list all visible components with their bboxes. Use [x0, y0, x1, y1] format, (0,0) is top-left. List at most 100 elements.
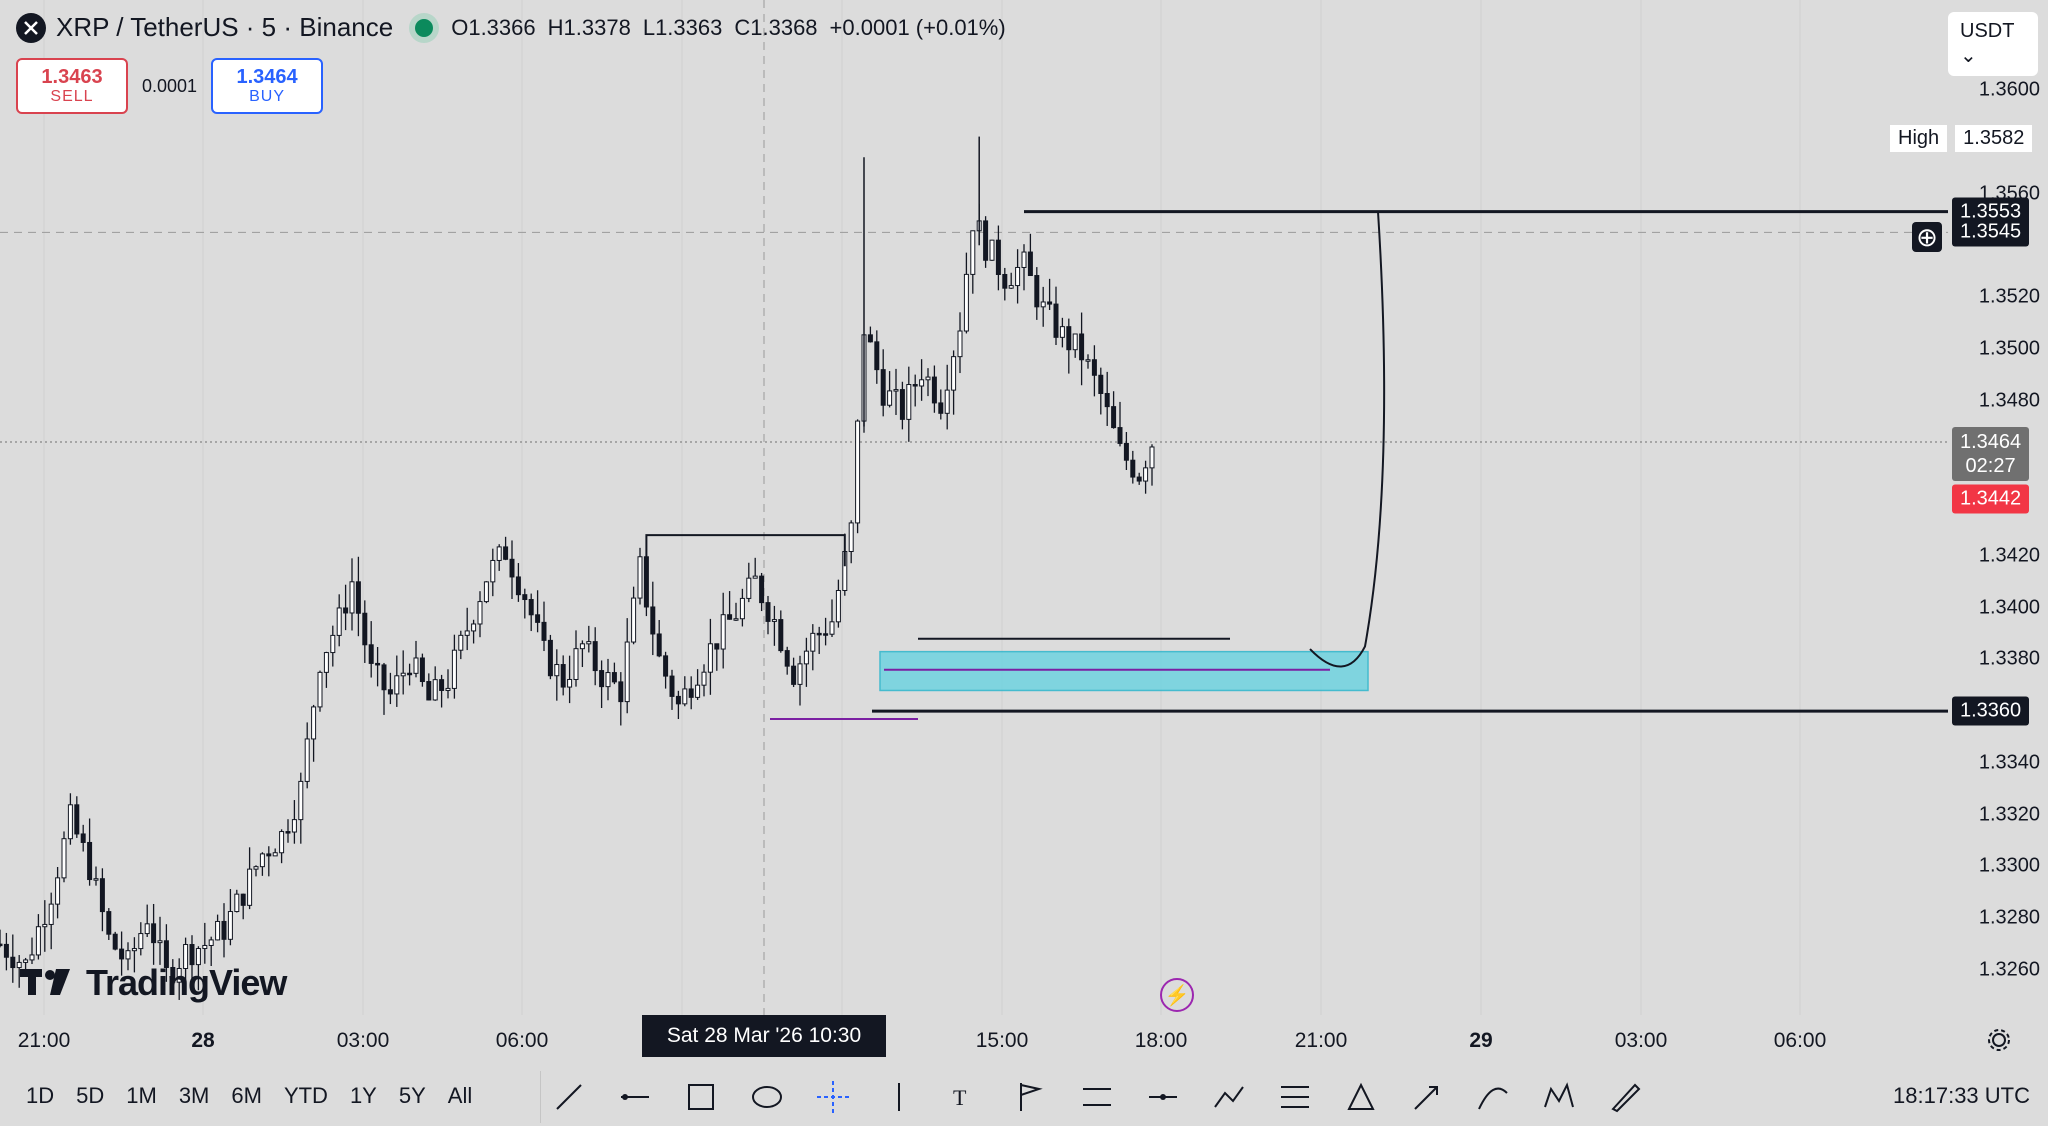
- fib-retracement-icon[interactable]: [1277, 1079, 1313, 1115]
- close-value: 1.3368: [750, 14, 818, 40]
- price-chart[interactable]: [0, 0, 1948, 1015]
- low-label: L: [642, 14, 656, 40]
- candle-body: [547, 639, 553, 677]
- currency-selector[interactable]: USDT ⌄: [1948, 12, 2038, 76]
- candle-body: [445, 687, 451, 691]
- candle-body: [714, 643, 720, 650]
- candle-body: [522, 594, 528, 601]
- sell-button[interactable]: 1.3463 SELL: [16, 58, 128, 114]
- candle-body: [720, 614, 726, 650]
- range-1m[interactable]: 1M: [126, 1083, 157, 1108]
- settings-gear-icon[interactable]: [1986, 1027, 2012, 1053]
- candle-body: [855, 420, 861, 524]
- price-tick: 1.3380: [1978, 647, 2040, 670]
- candle-body: [1143, 467, 1149, 482]
- text-icon[interactable]: T: [947, 1079, 983, 1115]
- range-1d[interactable]: 1D: [26, 1083, 55, 1108]
- symbol-title[interactable]: XRP / TetherUS · 5 · Binance: [56, 12, 394, 42]
- cross-line-icon[interactable]: [815, 1079, 851, 1115]
- candle-body: [304, 738, 310, 782]
- time-tick-06:00: 06:00: [495, 1029, 549, 1052]
- candle-body: [503, 546, 509, 560]
- triangle-icon[interactable]: [1343, 1079, 1379, 1115]
- candle-body: [311, 706, 317, 740]
- high-marker-value: 1.3582: [1955, 125, 2033, 152]
- market-status-icon[interactable]: [415, 18, 434, 37]
- candle-body: [279, 831, 285, 854]
- utc-clock[interactable]: 18:17:33 UTC: [1893, 1083, 2030, 1108]
- ellipse-icon[interactable]: [749, 1079, 785, 1115]
- range-5d[interactable]: 5D: [76, 1083, 105, 1108]
- candle-body: [810, 632, 816, 652]
- candle-body: [67, 804, 73, 840]
- candle-body: [93, 878, 99, 881]
- range-6m[interactable]: 6M: [231, 1083, 262, 1108]
- range-5y[interactable]: 5Y: [398, 1083, 426, 1108]
- price-range-icon[interactable]: [1145, 1079, 1181, 1115]
- candle-body: [733, 618, 739, 621]
- candle-body: [48, 903, 54, 925]
- candle-body: [1098, 374, 1104, 395]
- rectangle-icon[interactable]: [683, 1079, 719, 1115]
- candle-body: [215, 920, 221, 941]
- price-tick: 1.3480: [1978, 389, 2040, 412]
- arrow-icon[interactable]: [1409, 1079, 1445, 1115]
- price-tick: 1.3300: [1978, 854, 2040, 877]
- candle-body: [87, 841, 93, 881]
- add-alert-plus-icon[interactable]: ⊕: [1912, 222, 1942, 252]
- lightning-icon[interactable]: ⚡: [1160, 978, 1194, 1012]
- candle-body: [387, 689, 393, 695]
- brush-icon[interactable]: [1607, 1079, 1643, 1115]
- candle-body: [221, 920, 227, 940]
- candle-body: [592, 641, 598, 672]
- candle-body: [1136, 476, 1142, 482]
- chart-pane[interactable]: XRP / TetherUS · 5 · Binance O1.3366 H1.…: [0, 0, 1948, 1015]
- time-tick-15:00: 15:00: [975, 1029, 1029, 1052]
- candle-body: [938, 402, 944, 414]
- sell-price: 1.3463: [41, 66, 103, 89]
- candle-body: [823, 633, 829, 636]
- horizontal-ray-icon[interactable]: [617, 1079, 653, 1115]
- candle-body: [778, 619, 784, 652]
- candle-body: [784, 650, 790, 667]
- candle-body: [240, 893, 246, 906]
- candle-body: [176, 967, 182, 983]
- candle-body: [701, 671, 707, 686]
- range-1y[interactable]: 1Y: [349, 1083, 377, 1108]
- candle-body: [368, 644, 374, 664]
- high-value: 1.3378: [563, 14, 631, 40]
- candle-body: [381, 664, 387, 691]
- candle-body: [0, 943, 3, 947]
- range-all[interactable]: All: [447, 1083, 473, 1108]
- candle-body: [528, 599, 534, 616]
- candle-body: [131, 948, 137, 952]
- candle-body: [291, 819, 297, 833]
- candle-body: [195, 948, 201, 966]
- candle-body: [42, 923, 48, 928]
- candle-body: [771, 619, 777, 622]
- price-tick: 1.3600: [1978, 78, 2040, 101]
- candle-body: [899, 389, 905, 420]
- range-3m[interactable]: 3M: [178, 1083, 210, 1108]
- candle-body: [496, 546, 502, 561]
- candle-body: [1111, 406, 1117, 429]
- trend-line-icon[interactable]: [551, 1079, 587, 1115]
- parallel-channel-icon[interactable]: [1079, 1079, 1115, 1115]
- buy-button[interactable]: 1.3464 BUY: [211, 58, 324, 114]
- candle-body: [349, 581, 355, 614]
- candle-body: [618, 681, 624, 703]
- flag-icon[interactable]: [1013, 1079, 1049, 1115]
- last-price-value: 1.3464: [1960, 431, 2022, 453]
- curve-icon[interactable]: [1475, 1079, 1511, 1115]
- candle-body: [637, 556, 643, 599]
- path-icon[interactable]: [1211, 1079, 1247, 1115]
- vertical-line-icon[interactable]: [881, 1079, 917, 1115]
- range-ytd[interactable]: YTD: [283, 1083, 328, 1108]
- pattern-icon[interactable]: [1541, 1079, 1577, 1115]
- candle-body: [35, 926, 41, 956]
- time-axis[interactable]: 21:00 28 03:00 06:00 15:00 18:00 21:00 29 03:00 0…: [0, 1015, 2010, 1067]
- high-label: H: [547, 14, 564, 40]
- candle-body: [362, 612, 368, 646]
- xrp-logo-icon: [16, 12, 46, 43]
- time-tick-29: 29: [1469, 1029, 1493, 1052]
